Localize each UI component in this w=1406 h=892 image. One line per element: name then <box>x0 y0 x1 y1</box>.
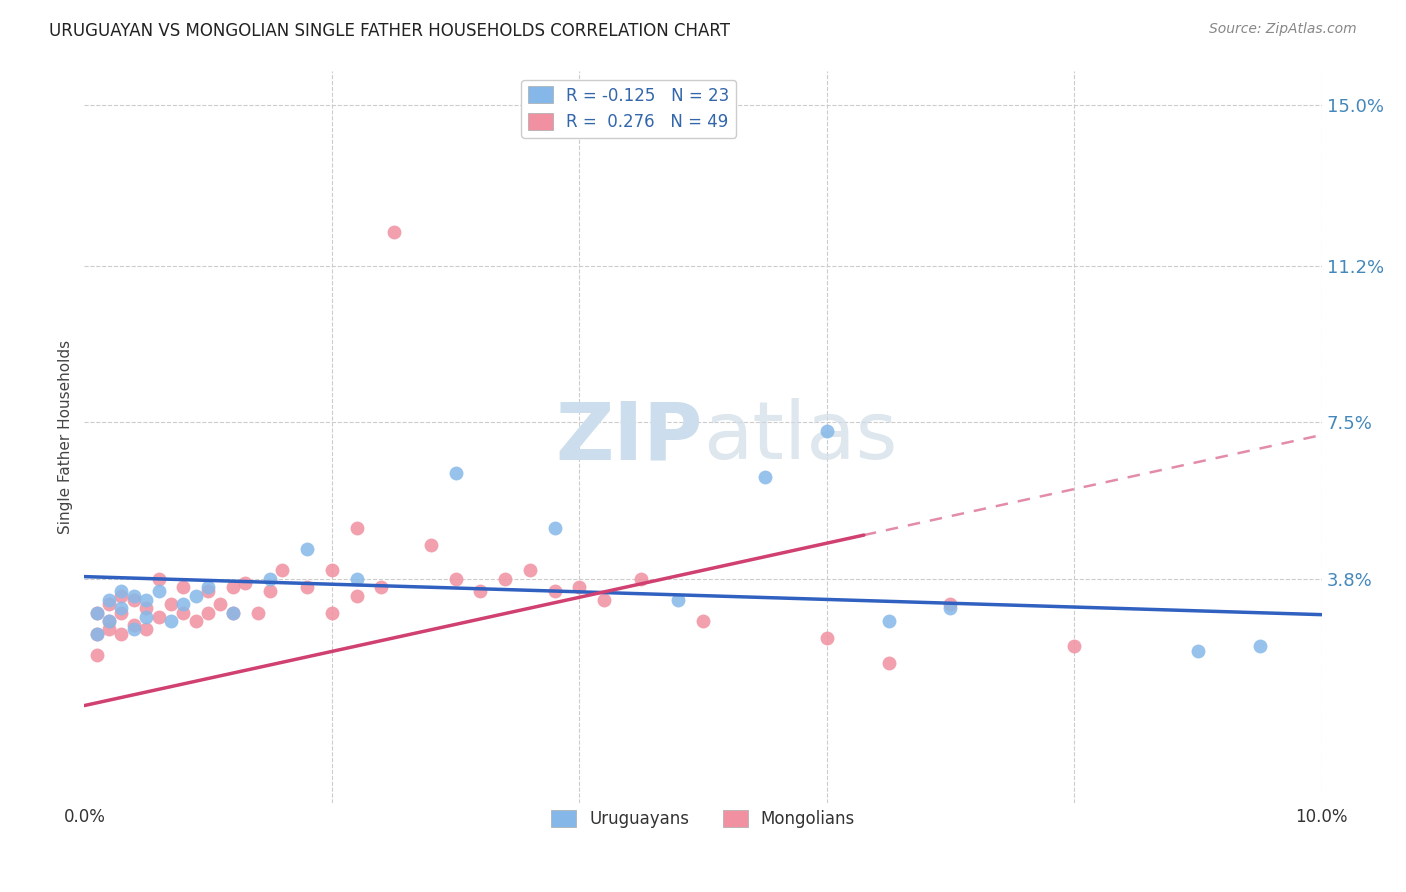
Point <box>754 470 776 484</box>
Text: atlas: atlas <box>703 398 897 476</box>
Text: ZIP: ZIP <box>555 398 703 476</box>
Point <box>295 542 318 557</box>
Point <box>110 606 132 620</box>
Point <box>419 538 441 552</box>
Point <box>630 572 652 586</box>
Point <box>815 424 838 438</box>
Point <box>568 580 591 594</box>
Point <box>86 626 108 640</box>
Point <box>346 589 368 603</box>
Point <box>222 606 245 620</box>
Point <box>135 623 157 637</box>
Point <box>346 572 368 586</box>
Point <box>172 597 194 611</box>
Point <box>135 609 157 624</box>
Point <box>172 606 194 620</box>
Point <box>148 572 170 586</box>
Point <box>160 597 183 611</box>
Point <box>184 614 207 628</box>
Point <box>172 580 194 594</box>
Point <box>110 589 132 603</box>
Point <box>98 597 121 611</box>
Point <box>110 601 132 615</box>
Point <box>160 614 183 628</box>
Point <box>98 592 121 607</box>
Point <box>444 572 467 586</box>
Point <box>110 584 132 599</box>
Point <box>877 657 900 671</box>
Y-axis label: Single Father Households: Single Father Households <box>58 340 73 534</box>
Point <box>148 609 170 624</box>
Point <box>295 580 318 594</box>
Point <box>98 614 121 628</box>
Point <box>86 606 108 620</box>
Point <box>233 576 256 591</box>
Point <box>122 589 145 603</box>
Point <box>122 623 145 637</box>
Point <box>184 589 207 603</box>
Point <box>815 631 838 645</box>
Point <box>939 601 962 615</box>
Point <box>197 584 219 599</box>
Point <box>877 614 900 628</box>
Point <box>939 597 962 611</box>
Point <box>246 606 269 620</box>
Point <box>271 563 294 577</box>
Point <box>321 606 343 620</box>
Text: URUGUAYAN VS MONGOLIAN SINGLE FATHER HOUSEHOLDS CORRELATION CHART: URUGUAYAN VS MONGOLIAN SINGLE FATHER HOU… <box>49 22 730 40</box>
Point <box>382 225 405 239</box>
Point <box>122 618 145 632</box>
Point <box>259 572 281 586</box>
Point <box>444 466 467 480</box>
Point <box>692 614 714 628</box>
Point <box>86 606 108 620</box>
Point <box>346 521 368 535</box>
Point <box>98 623 121 637</box>
Point <box>666 592 689 607</box>
Point <box>209 597 232 611</box>
Point <box>122 592 145 607</box>
Point <box>197 606 219 620</box>
Point <box>470 584 492 599</box>
Legend: Uruguayans, Mongolians: Uruguayans, Mongolians <box>544 803 862 835</box>
Point <box>259 584 281 599</box>
Point <box>543 521 565 535</box>
Point <box>1187 643 1209 657</box>
Point <box>197 580 219 594</box>
Point <box>148 584 170 599</box>
Point <box>222 606 245 620</box>
Point <box>222 580 245 594</box>
Point <box>370 580 392 594</box>
Point <box>494 572 516 586</box>
Point <box>543 584 565 599</box>
Point <box>321 563 343 577</box>
Point <box>98 614 121 628</box>
Point <box>593 592 616 607</box>
Point <box>519 563 541 577</box>
Point <box>135 592 157 607</box>
Text: Source: ZipAtlas.com: Source: ZipAtlas.com <box>1209 22 1357 37</box>
Point <box>1063 640 1085 654</box>
Point <box>86 626 108 640</box>
Point <box>110 626 132 640</box>
Point <box>1249 640 1271 654</box>
Point <box>86 648 108 662</box>
Point <box>135 601 157 615</box>
